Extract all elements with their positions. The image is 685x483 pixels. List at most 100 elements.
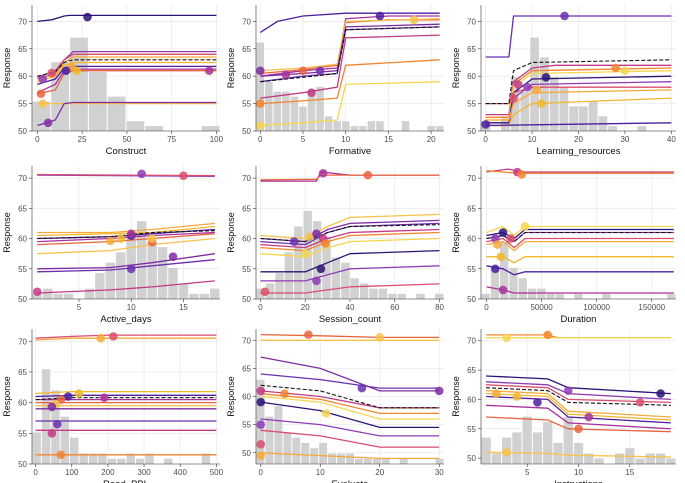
series-line-obs07	[260, 395, 440, 420]
x-tick-label: 10	[341, 135, 350, 144]
x-axis-label: Read_PBL	[103, 479, 149, 483]
marker-obs06	[492, 389, 501, 398]
histogram-bar	[346, 453, 354, 464]
series-line-obs02	[260, 174, 440, 181]
marker-obs01	[137, 169, 146, 179]
histogram-bar	[136, 221, 147, 299]
series-line-obs06	[486, 389, 671, 418]
y-tick-label: 70	[242, 336, 251, 345]
histogram-bar	[520, 91, 530, 131]
x-tick-label: 0	[258, 303, 263, 312]
marker-obs01	[560, 11, 569, 21]
marker-obs07	[512, 392, 522, 401]
y-tick-label: 60	[467, 72, 476, 81]
y-tick-label: 65	[467, 45, 476, 54]
x-axis-label: Learning_resources	[537, 146, 621, 157]
histogram-bar	[53, 293, 63, 299]
histogram-bar	[168, 267, 178, 299]
histogram-bar	[84, 288, 95, 299]
histogram-bar	[157, 247, 168, 299]
histogram-bar	[573, 442, 584, 464]
histogram-bar	[178, 283, 189, 299]
marker-obs08	[47, 402, 57, 412]
histogram-bar	[189, 293, 199, 299]
x-tick-label: 500	[210, 468, 224, 477]
histogram-bar	[367, 121, 376, 131]
histogram-bar	[359, 126, 367, 131]
marker-obs11	[32, 287, 42, 297]
x-tick-label: 30	[435, 468, 444, 477]
panel-instructions: 50 55 60 65 70 5 10 15 Instructions Response	[451, 329, 676, 483]
panel-session-count: 50 55 60 65 70 0 20 40 60 80 Session_count Response	[226, 166, 445, 325]
marker-obs10	[43, 118, 53, 128]
histogram-bar	[350, 126, 359, 131]
x-tick-label: 75	[167, 135, 176, 144]
series-line-obs01	[35, 334, 217, 339]
y-axis-label: Response	[451, 376, 461, 417]
series-line-obs01	[260, 333, 440, 339]
histogram-bar	[416, 293, 425, 299]
histogram-bar	[312, 221, 322, 299]
y-tick-label: 55	[242, 100, 251, 109]
histogram-bar	[518, 278, 527, 299]
histogram-bar	[294, 226, 303, 299]
marker-obs06	[315, 66, 325, 76]
mean-line	[37, 230, 215, 240]
series-line-obs11	[486, 451, 671, 458]
x-tick-label: 0	[35, 135, 40, 144]
series-line-obs04	[486, 381, 671, 401]
series-line-obs02	[485, 64, 672, 116]
histogram-bar	[501, 116, 510, 131]
histogram-bar	[117, 458, 126, 464]
marker-obs02	[96, 333, 105, 343]
marker-obs03	[305, 232, 315, 242]
x-tick-label: 0	[33, 468, 38, 477]
y-tick-label: 70	[18, 17, 27, 26]
y-tick-label: 55	[18, 429, 27, 438]
histogram-bar	[667, 293, 676, 299]
series-lines	[259, 12, 440, 127]
y-tick-label: 60	[18, 235, 27, 244]
x-tick-label: 30	[620, 135, 629, 144]
series-line-obs03	[35, 390, 217, 395]
histogram-bar	[350, 278, 359, 299]
marker-obs08	[532, 85, 542, 95]
histogram-bar	[427, 126, 435, 131]
histogram-bar	[555, 293, 565, 299]
histogram-bar	[310, 448, 319, 464]
marker-obs08	[256, 397, 266, 407]
histogram	[481, 241, 676, 299]
marker-obs11	[502, 447, 511, 457]
histogram-bar	[274, 406, 283, 464]
marker-obs06	[523, 82, 532, 92]
series-line-obs03	[260, 356, 440, 392]
y-tick-label: 60	[467, 395, 476, 404]
x-tick-label: 0	[258, 135, 263, 144]
marker-obs07	[509, 93, 518, 103]
y-tick-label: 60	[18, 399, 27, 408]
y-tick-label: 55	[242, 265, 251, 274]
x-tick-label: 10	[127, 303, 136, 312]
marker-obs01	[375, 11, 385, 21]
y-tick-label: 50	[467, 295, 476, 304]
marker-obs04	[357, 383, 367, 393]
x-axis-label: Formative	[329, 146, 371, 157]
histogram-bar	[116, 252, 126, 299]
histogram-bar	[543, 421, 553, 464]
marker-obs07	[321, 409, 331, 418]
marker-obs05	[541, 73, 551, 82]
histogram-bar	[292, 437, 301, 464]
histogram-bar	[563, 416, 573, 464]
marker-obs10	[312, 276, 321, 286]
marker-obs09	[38, 99, 48, 108]
y-axis-label: Response	[226, 48, 236, 89]
y-tick-label: 70	[18, 174, 27, 183]
marker-obs05	[635, 398, 645, 407]
y-tick-label: 60	[242, 235, 251, 244]
x-tick-label: 300	[137, 468, 151, 477]
marker-obs03	[611, 63, 620, 73]
series-line-obs04	[260, 18, 440, 72]
y-tick-label: 50	[467, 454, 476, 463]
histogram-bar	[637, 126, 647, 131]
series-line-obs04	[260, 373, 440, 389]
